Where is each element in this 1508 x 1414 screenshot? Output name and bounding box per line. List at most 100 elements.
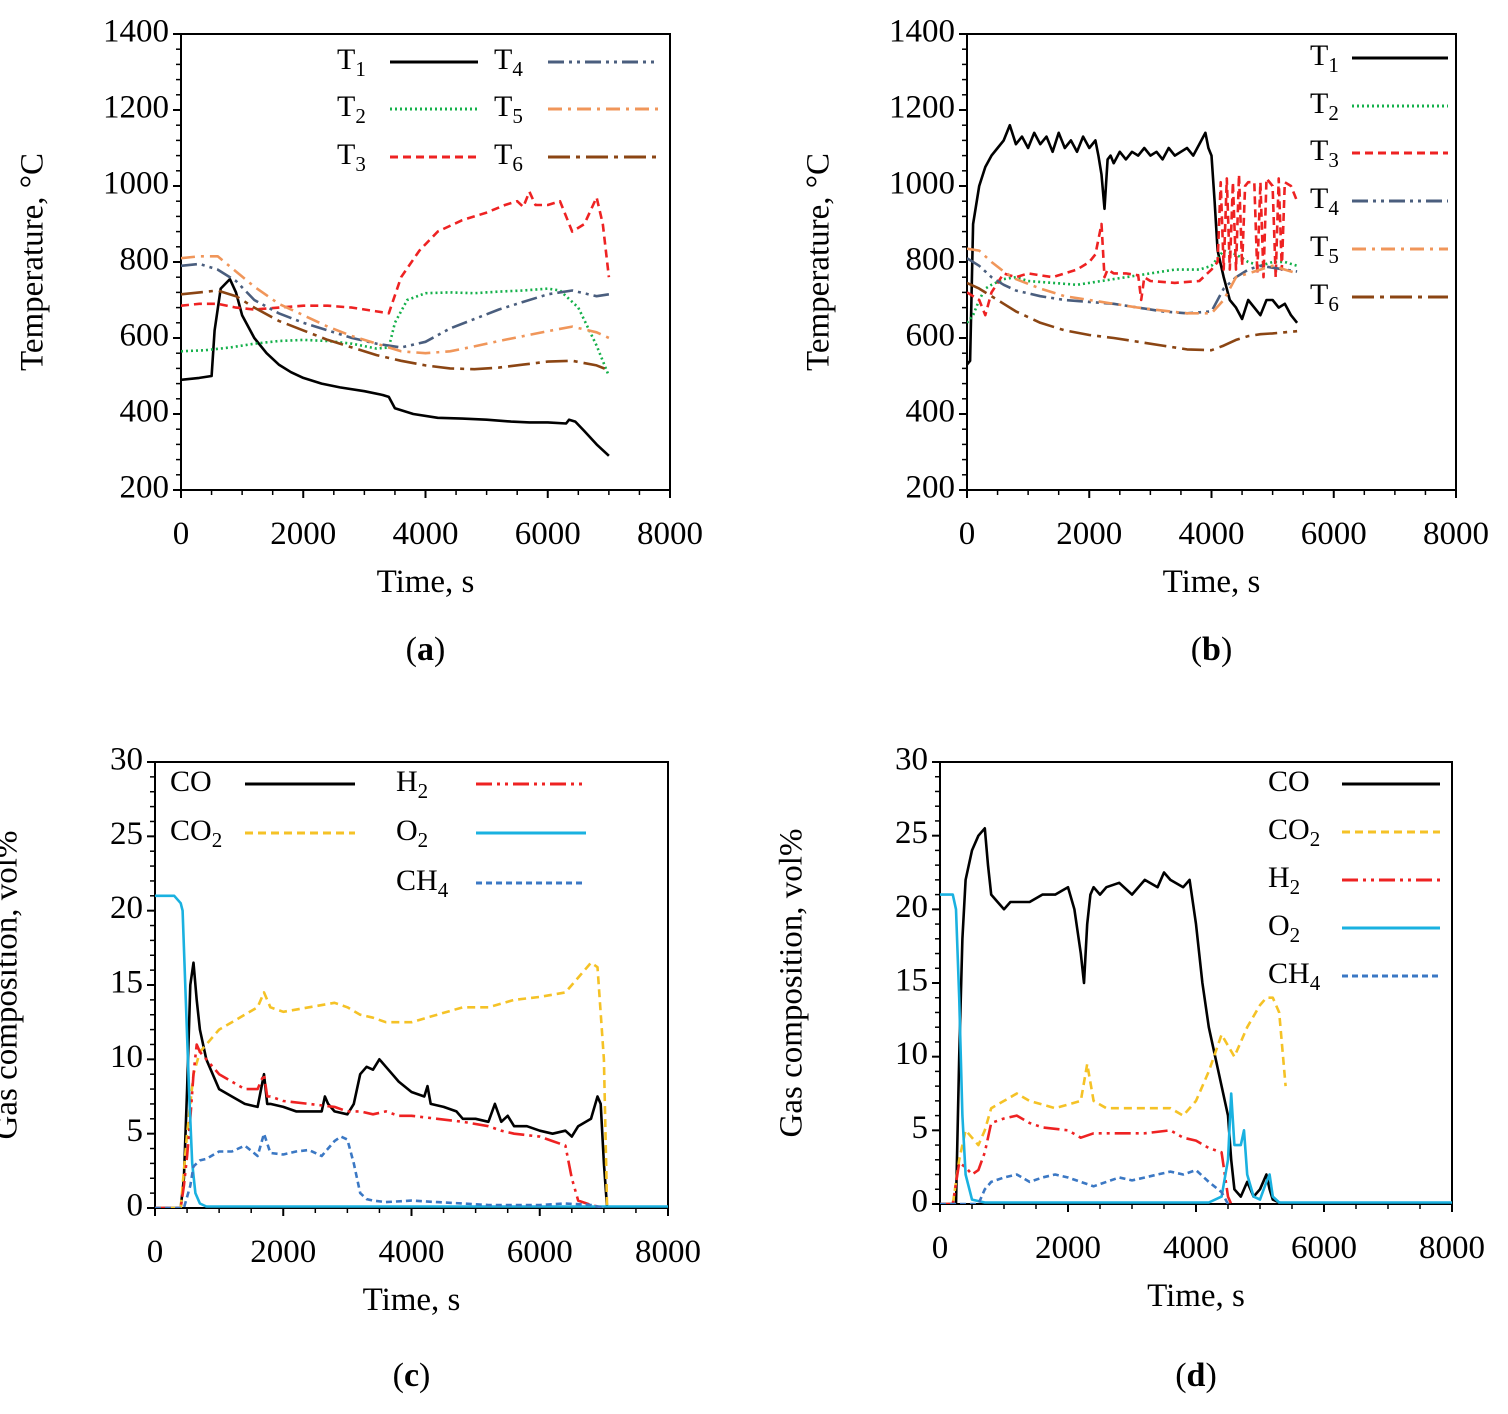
x-tick-label: 4000 [1163,1230,1229,1266]
series-line-t5 [967,247,1298,315]
y-tick-label: 1200 [889,90,955,126]
panel-label: (c) [393,1357,431,1394]
y-tick-label: 20 [895,889,928,925]
legend: CO CO2 H2 O2 CH4 [1268,765,1440,995]
panel-b: 200 400 600 800 1000 1200 1400 0 2000 4000 6000 800… [801,14,1489,668]
y-tick-label: 15 [110,965,143,1001]
x-tick-label: 2000 [1056,516,1122,552]
y-tick-label: 0 [127,1188,144,1224]
series-line-t6 [181,289,610,372]
y-tick-label: 200 [906,470,956,506]
series-line-t5 [181,254,610,355]
x-tick-label: 4000 [1179,516,1245,552]
legend-label-t2: T2 [1310,87,1339,125]
y-tick-label: 10 [110,1039,143,1075]
x-tick-label: 0 [147,1234,164,1270]
y-tick-label: 600 [120,318,170,354]
x-tick-label: 0 [959,516,976,552]
legend-label-t4: T4 [494,43,523,81]
legend-label-ch4: CH4 [396,864,449,902]
series-line-t3 [967,173,1299,317]
y-tick-label: 30 [895,742,928,778]
y-tick-label: 0 [912,1184,929,1220]
x-tick-label: 6000 [507,1234,573,1270]
legend-label-ch4: CH4 [1268,957,1321,995]
legend-label-co: CO [170,765,212,798]
series-line-co2 [940,996,1287,1204]
panel-d: 0 5 10 15 20 25 30 0 2000 4000 6000 8000 Time, s Gas … [774,742,1485,1394]
series-line-co [155,961,609,1208]
y-axis-label: Gas composition, vol% [774,829,810,1138]
x-axis-label: Time, s [1163,564,1261,600]
plot-frame [966,33,1457,491]
series-group [155,894,668,1208]
y-axis-label: Temperature, °C [801,153,837,371]
y-tick-label: 1200 [103,90,169,126]
legend: T1 T2 T3 T4 T5 T6 [337,43,658,176]
legend-label-h2: H2 [396,765,428,803]
legend-label-o2: O2 [1268,909,1300,947]
series-line-t4 [967,257,1298,315]
y-tick-label: 25 [110,816,143,852]
legend-label-t6: T6 [1310,278,1339,316]
y-tick-label: 200 [120,470,170,506]
y-tick-label: 20 [110,890,143,926]
series-line-t1 [181,277,610,457]
y-tick-label: 1400 [103,14,169,50]
y-axis-label: Gas composition, vol% [0,831,25,1140]
y-tick-label: 1000 [103,166,169,202]
legend-label-t1: T1 [337,43,366,81]
series-line-t6 [967,281,1298,352]
legend-label-co2: CO2 [1268,813,1320,851]
series-line-t4 [181,262,610,349]
x-axis-label: Time, s [1147,1278,1245,1314]
x-tick-label: 6000 [1291,1230,1357,1266]
series-line-co [940,826,1452,1204]
series-line-o2 [155,894,668,1208]
y-tick-label: 5 [912,1110,929,1146]
series-line-t2 [181,287,611,377]
legend-label-co2: CO2 [170,814,222,852]
panel-label: (d) [1175,1357,1217,1394]
legend-label-o2: O2 [396,814,428,852]
series-line-ch4 [940,1168,1230,1204]
legend-label-t1: T1 [1310,39,1339,77]
series-line-ch4 [155,1132,605,1208]
series-line-t2 [967,249,1298,324]
y-tick-label: 5 [127,1113,144,1149]
y-tick-label: 1400 [889,14,955,50]
legend-label-t3: T3 [337,138,366,176]
legend-label-co: CO [1268,765,1310,798]
x-tick-label: 8000 [1419,1230,1485,1266]
x-tick-label: 6000 [1301,516,1367,552]
y-tick-label: 800 [906,242,956,278]
panel-label: (b) [1191,631,1233,668]
y-tick-label: 400 [906,394,956,430]
y-tick-label: 10 [895,1036,928,1072]
y-tick-label: 15 [895,963,928,999]
series-line-t3 [181,190,611,315]
x-tick-label: 4000 [393,516,459,552]
series-group [940,826,1452,1204]
y-tick-label: 30 [110,742,143,778]
plot-frame [180,33,671,491]
series-line-co2 [155,961,609,1208]
series-line-h2 [155,1043,605,1208]
legend-label-t5: T5 [1310,230,1339,268]
x-axis-label: Time, s [377,564,475,600]
y-tick-label: 800 [120,242,170,278]
series-group [181,190,611,457]
x-tick-label: 0 [932,1230,949,1266]
legend-label-t3: T3 [1310,134,1339,172]
x-tick-label: 8000 [637,516,703,552]
x-tick-label: 2000 [270,516,336,552]
legend-label-t6: T6 [494,138,523,176]
panel-a: 200 400 600 800 1000 1200 1400 0 2000 4000 6000 800… [15,14,703,668]
y-tick-label: 1000 [889,166,955,202]
legend-label-h2: H2 [1268,861,1300,899]
legend: T1 T2 T3 T4 T5 T6 [1310,39,1448,316]
legend-label-t2: T2 [337,90,366,128]
series-line-t1 [967,123,1299,366]
x-tick-label: 6000 [515,516,581,552]
